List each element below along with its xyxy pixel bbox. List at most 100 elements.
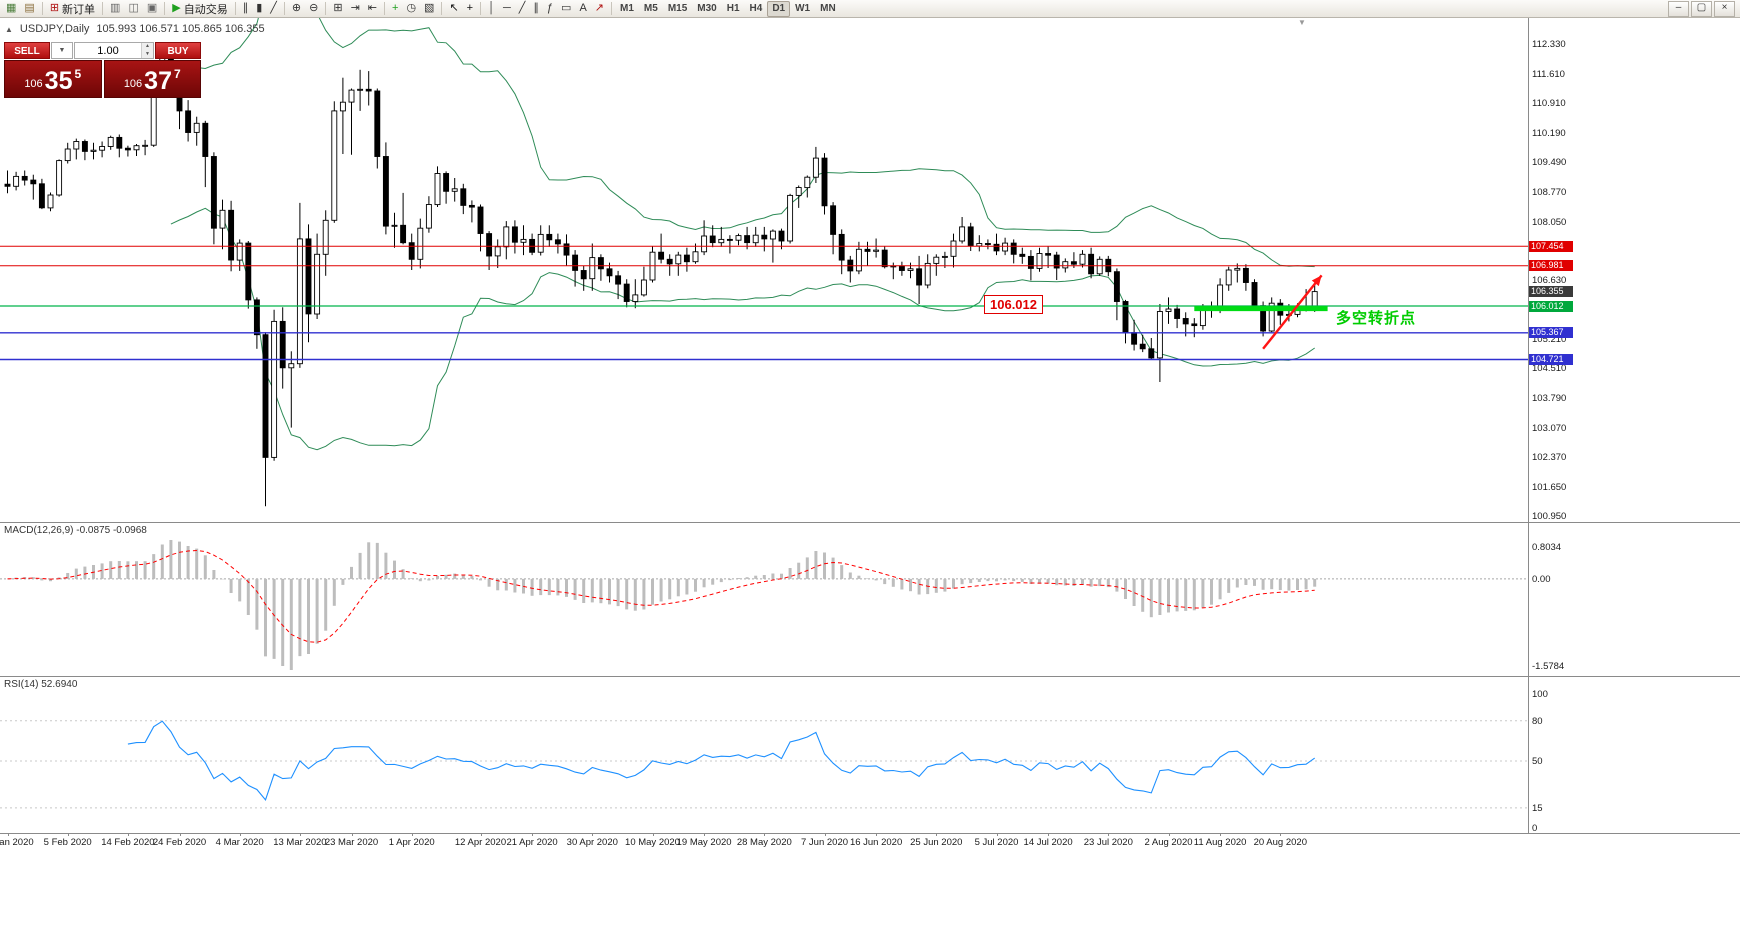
timeframe-h1-button[interactable]: H1 [722, 1, 745, 17]
symbol-period-label: USDJPY,Daily [19, 23, 90, 35]
timeframe-w1-button[interactable]: W1 [790, 1, 815, 17]
sell-price-pip: 5 [74, 67, 82, 81]
time-axis-label: 7 Jun 2020 [800, 837, 849, 848]
price-axis-label: 110.910 [1532, 98, 1566, 109]
line-chart-button[interactable]: ╱ [266, 1, 281, 17]
minimize-button[interactable]: – [1668, 0, 1689, 17]
panel-separator[interactable] [0, 676, 1740, 677]
candle [804, 175, 811, 198]
candle [391, 212, 398, 248]
price-axis-label: 108.050 [1532, 216, 1567, 228]
time-axis-label: 10 May 2020 [625, 837, 680, 848]
volume-spinner[interactable]: ▲ ▼ [141, 43, 153, 58]
fibonacci-button[interactable]: ƒ [543, 1, 557, 17]
auto-trading-button[interactable]: ▶ 自动交易 [168, 1, 231, 17]
candle [1242, 264, 1249, 291]
market-watch-button[interactable]: ▥ [106, 1, 124, 17]
timeframe-mn-button[interactable]: MN [815, 1, 841, 17]
candle [1225, 266, 1232, 291]
new-chart-button[interactable]: ▦ [2, 1, 20, 17]
timeframe-m15-button[interactable]: M15 [663, 1, 692, 17]
bar-chart-icon: ∥ [242, 2, 249, 14]
timeframe-m1-button[interactable]: M1 [615, 1, 639, 17]
indicators-button[interactable]: + [388, 1, 402, 17]
chart-shift-marker-icon[interactable]: ▼ [1298, 18, 1306, 27]
arrows-icon: ↗ [594, 2, 604, 14]
auto-scroll-button[interactable]: ⇥ [347, 1, 364, 17]
macd-plot[interactable] [0, 540, 1528, 670]
candlestick-chart-icon: ▮ [256, 2, 263, 14]
templates-icon: ▧ [424, 2, 435, 14]
turning-point-label[interactable]: 多空转折点 [1336, 310, 1417, 327]
trendline-button[interactable]: ╱ [515, 1, 530, 17]
candle [709, 225, 716, 248]
candle [950, 233, 957, 268]
price-axis-label: 111.610 [1532, 69, 1565, 80]
candle [726, 235, 733, 254]
price-axis[interactable]: 112.330 111.610 110.910 110.190 109.490 108.7… [1528, 18, 1740, 522]
horizontal-line-button[interactable]: ─ [499, 1, 515, 17]
time-axis-tick [1048, 833, 1050, 836]
trend-arrow[interactable] [1262, 274, 1323, 350]
volume-field: ▲ ▼ [74, 42, 154, 59]
templates-button[interactable]: ▧ [420, 1, 438, 17]
arrows-button[interactable]: ↗ [591, 1, 608, 17]
restore-button[interactable]: ▢ [1691, 0, 1712, 17]
timeframe-m5-button[interactable]: M5 [639, 1, 663, 17]
one-click-toggle-icon[interactable]: ▲ [5, 24, 13, 34]
zoom-in-button[interactable]: ⊕ [288, 1, 305, 17]
chart-shift-button[interactable]: ⇤ [364, 1, 381, 17]
candle [322, 210, 329, 276]
candle [99, 141, 106, 158]
candle [554, 233, 561, 254]
new-order-button[interactable]: ⊞ 新订单 [46, 1, 99, 17]
cursor-button[interactable]: ↖ [445, 1, 462, 17]
main-toolbar: ▦ ▤ ⊞ 新订单 ▥ ◫ ▣ ▶ 自动交易 ∥ ▮ ╱ ⊕ ⊖ ⊞ ⇥ ⇤ + ◷ ▧ ↖ + │ ─ ╱ ∥ ƒ ▭ A ↗ M1 M5 M… [0, 0, 1740, 18]
rsi-plot[interactable] [0, 694, 1528, 828]
toolbar-divider [234, 2, 236, 15]
channel-button[interactable]: ∥ [529, 1, 543, 17]
panel-separator[interactable] [0, 522, 1740, 523]
time-axis-label: 11 Aug 2020 [1193, 837, 1247, 848]
timeframe-d1-button[interactable]: D1 [767, 0, 791, 17]
candle [339, 77, 346, 154]
timeframe-h4-button[interactable]: H4 [745, 1, 768, 17]
shapes-button[interactable]: ▭ [557, 1, 575, 17]
candle [597, 254, 604, 281]
price-axis-separator[interactable] [1528, 18, 1529, 833]
price-level-label[interactable]: 106.012 [984, 295, 1043, 314]
candle [1156, 304, 1163, 382]
volume-input[interactable] [75, 43, 141, 58]
tile-windows-button[interactable]: ⊞ [329, 1, 346, 17]
profiles-button[interactable]: ▤ [20, 1, 38, 17]
candle [357, 69, 364, 111]
toolbar-divider [611, 2, 612, 15]
buy-price-button[interactable]: 106 37 7 [103, 60, 201, 98]
candlestick-chart-button[interactable]: ▮ [252, 1, 266, 17]
time-axis-tick [764, 833, 766, 836]
time-axis-label: 28 May 2020 [736, 837, 792, 848]
navigator-button[interactable]: ▣ [143, 1, 161, 17]
timeframe-m30-button[interactable]: M30 [692, 1, 721, 17]
time-axis-label: 14 Jul 2020 [1023, 837, 1073, 848]
volume-dropdown[interactable]: ▼ [51, 42, 73, 59]
vertical-line-button[interactable]: │ [484, 1, 499, 17]
data-window-button[interactable]: ◫ [124, 1, 142, 17]
candle [30, 174, 37, 200]
sell-price-button[interactable]: 106 35 5 [4, 60, 102, 98]
zoom-out-button[interactable]: ⊖ [305, 1, 322, 17]
sell-button[interactable]: SELL [4, 42, 50, 59]
candle [546, 225, 553, 247]
zoom-in-icon: ⊕ [291, 2, 302, 14]
candle [623, 279, 630, 308]
periods-button[interactable]: ◷ [402, 1, 420, 17]
close-button[interactable]: × [1714, 0, 1735, 17]
buy-button[interactable]: BUY [155, 42, 201, 59]
volume-down-icon[interactable]: ▼ [142, 50, 153, 58]
text-label-button[interactable]: A [575, 1, 590, 17]
crosshair-button[interactable]: + [463, 1, 477, 17]
main-chart-plot[interactable] [0, 18, 1528, 520]
volume-up-icon[interactable]: ▲ [142, 43, 153, 51]
bar-chart-button[interactable]: ∥ [239, 1, 253, 17]
